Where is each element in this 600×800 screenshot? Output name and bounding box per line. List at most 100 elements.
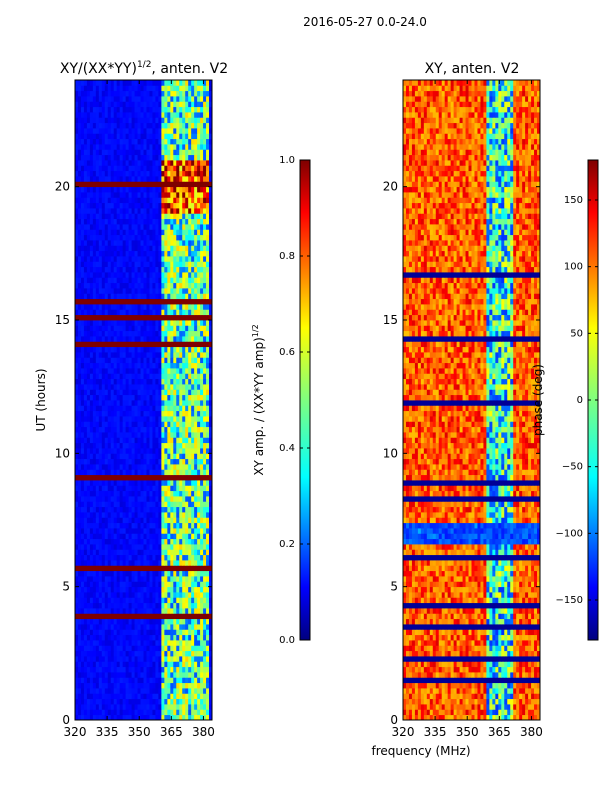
heatmap-cell — [116, 373, 121, 380]
heatmap-cell — [167, 336, 171, 342]
heatmap-cell — [176, 416, 180, 422]
heatmap-cell — [116, 522, 121, 529]
heatmap-cell — [86, 266, 91, 273]
heatmap-cell — [110, 256, 115, 262]
heatmap-cell — [131, 528, 135, 534]
heatmap-cell — [131, 464, 135, 470]
heatmap-cell — [146, 666, 150, 673]
heatmap-cell — [86, 624, 91, 630]
heatmap-cell — [197, 661, 201, 668]
heatmap-cell — [173, 192, 177, 198]
heatmap-cell — [101, 538, 106, 545]
heatmap-cell — [206, 362, 210, 369]
heatmap-cell — [203, 714, 207, 720]
heatmap-cell — [176, 304, 180, 310]
heatmap-cell — [197, 437, 201, 444]
heatmap-cell — [194, 565, 198, 572]
heatmap-cell — [98, 682, 103, 689]
heatmap-cell — [203, 176, 207, 182]
heatmap-cell — [152, 485, 156, 492]
heatmap-cell — [182, 394, 186, 401]
heatmap-cell — [140, 693, 144, 700]
heatmap-cell — [140, 170, 144, 177]
heatmap-cell — [131, 272, 135, 278]
heatmap-cell — [143, 149, 147, 156]
heatmap-cell — [95, 688, 100, 694]
heatmap-cell — [164, 501, 168, 508]
heatmap-cell — [75, 240, 79, 246]
heatmap-cell — [173, 688, 177, 694]
heatmap-cell — [95, 149, 100, 156]
heatmap-cell — [146, 293, 150, 300]
heatmap-cell — [95, 544, 100, 550]
heatmap-cell — [83, 554, 88, 561]
heatmap-cell — [155, 629, 159, 636]
heatmap-cell — [77, 309, 82, 316]
heatmap-cell — [182, 709, 186, 716]
heatmap-cell — [173, 506, 177, 513]
heatmap-cell — [149, 186, 153, 193]
heatmap-cell — [140, 176, 144, 182]
heatmap-cell — [89, 704, 94, 710]
heatmap-cell — [134, 586, 138, 593]
heatmap-cell — [134, 688, 138, 694]
heatmap-cell — [158, 496, 162, 502]
heatmap-cell — [98, 570, 103, 577]
heatmap-cell — [110, 410, 115, 417]
heatmap-cell — [77, 538, 82, 545]
heatmap-cell — [146, 357, 150, 364]
heatmap-cell — [182, 522, 186, 529]
heatmap-cell — [83, 453, 88, 460]
heatmap-cell — [173, 517, 177, 524]
heatmap-cell — [191, 645, 195, 652]
heatmap-cell — [143, 666, 147, 673]
heatmap-cell — [128, 144, 132, 150]
heatmap-cell — [122, 394, 127, 401]
heatmap-cell — [95, 464, 100, 470]
heatmap-cell — [107, 634, 112, 641]
heatmap-cell — [149, 165, 153, 172]
heatmap-cell — [110, 544, 115, 550]
heatmap-cell — [110, 181, 115, 188]
heatmap-cell — [182, 389, 186, 396]
heatmap-cell — [104, 346, 109, 353]
heatmap-cell — [164, 330, 168, 337]
heatmap-cell — [116, 240, 121, 246]
heatmap-cell — [140, 240, 144, 246]
heatmap-cell — [80, 512, 85, 518]
heatmap-cell — [86, 448, 91, 454]
heatmap-cell — [191, 170, 195, 177]
heatmap-cell — [86, 400, 91, 406]
heatmap-cell — [92, 458, 97, 465]
heatmap-cell — [77, 384, 82, 390]
heatmap-cell — [131, 277, 135, 284]
heatmap-cell — [101, 613, 106, 620]
heatmap-cell — [179, 384, 183, 390]
heatmap-cell — [75, 186, 79, 193]
heatmap-cell — [128, 202, 132, 209]
heatmap-cell — [110, 538, 115, 545]
heatmap-cell — [137, 698, 141, 705]
heatmap-cell — [101, 400, 106, 406]
heatmap-cell — [101, 602, 106, 609]
heatmap-cell — [152, 362, 156, 369]
heatmap-cell — [122, 410, 127, 417]
heatmap-cell — [125, 176, 130, 182]
heatmap-cell — [140, 160, 144, 166]
heatmap-cell — [170, 522, 174, 529]
heatmap-cell — [92, 240, 97, 246]
heatmap-cell — [134, 341, 138, 348]
heatmap-cell — [83, 256, 88, 262]
heatmap-cell — [134, 298, 138, 305]
heatmap-cell — [131, 613, 135, 620]
heatmap-cell — [182, 352, 186, 358]
heatmap-cell — [164, 661, 168, 668]
heatmap-cell — [89, 256, 94, 262]
heatmap-cell — [92, 160, 97, 166]
heatmap-cell — [131, 410, 135, 417]
heatmap-cell — [149, 512, 153, 518]
heatmap-cell — [125, 341, 130, 348]
heatmap-cell — [95, 709, 100, 716]
heatmap-cell — [92, 197, 97, 204]
heatmap-cell — [206, 565, 210, 572]
